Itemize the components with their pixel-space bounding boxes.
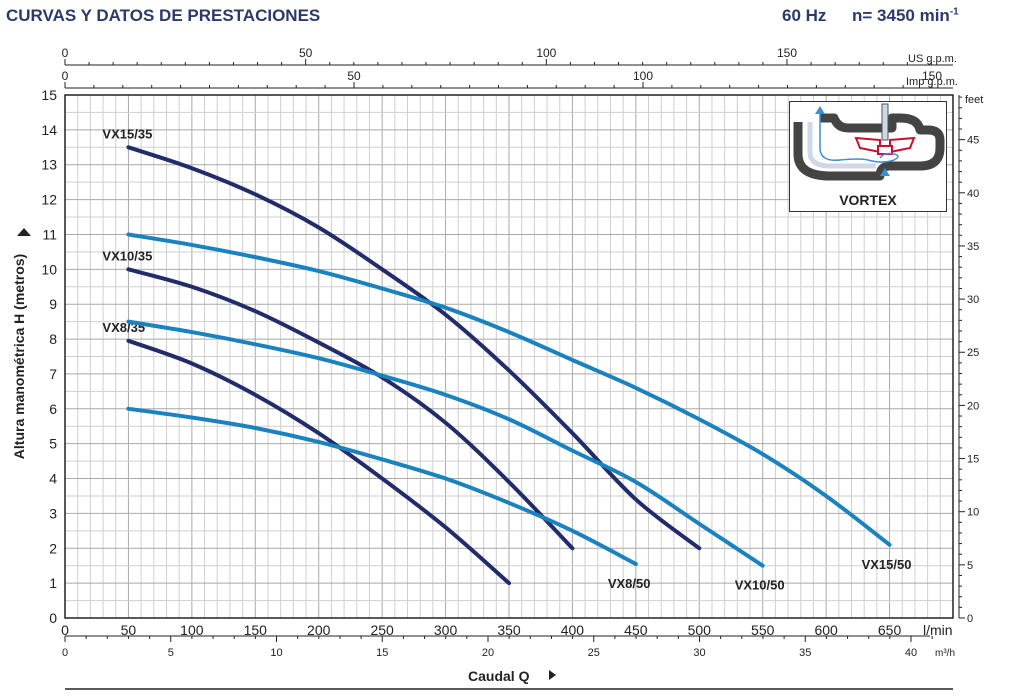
y-tick-label-feet: 40	[967, 188, 979, 200]
x-unit-usgpm: US g.p.m.	[908, 53, 957, 65]
y-tick-label-m: 0	[49, 610, 57, 626]
y-tick-label-feet: 45	[967, 135, 979, 147]
y-tick-label-m: 11	[42, 226, 57, 242]
x-tick-label-m3h: 35	[799, 647, 811, 659]
y-tick-label-feet: 0	[967, 613, 973, 625]
y-axis-arrow-icon	[17, 228, 31, 236]
x-tick-label-lmin: 650	[878, 622, 902, 638]
y-tick-label-feet: 20	[967, 400, 979, 412]
series-line-vx15-50	[126, 232, 892, 547]
x-tick-label-lmin: 400	[561, 622, 585, 638]
x-tick-label-lmin: 600	[814, 622, 838, 638]
x-tick-label-impgpm: 50	[347, 69, 361, 83]
series-label-vx10-50: VX10/50	[735, 578, 785, 593]
y-tick-label-m: 8	[49, 331, 57, 347]
x-tick-label-impgpm: 0	[62, 69, 69, 83]
y-axis-title: Altura manométrica H (metros)	[11, 254, 27, 459]
series-line-vx10-35	[126, 267, 575, 551]
speed-text: n= 3450 min	[852, 6, 950, 25]
series-line-vx10-50	[126, 319, 765, 568]
x-axis-title: Caudal Q	[468, 668, 530, 684]
page-title: CURVAS Y DATOS DE PRESTACIONES	[6, 6, 321, 25]
x-tick-label-lmin: 50	[121, 622, 137, 638]
x-unit-lmin: l/min	[923, 622, 953, 638]
x-tick-label-lmin: 150	[244, 622, 268, 638]
x-axis-arrow-icon	[549, 670, 556, 680]
x-tick-label-lmin: 450	[624, 622, 648, 638]
x-tick-label-m3h: 10	[270, 647, 282, 659]
vortex-label: VORTEX	[839, 192, 897, 208]
x-unit-m3h: m³/h	[935, 648, 955, 659]
x-tick-label-lmin: 550	[751, 622, 775, 638]
x-tick-label-lmin: 0	[61, 622, 69, 638]
x-tick-label-m3h: 0	[62, 647, 68, 659]
speed-exponent: -1	[949, 6, 959, 18]
y-tick-label-feet: 5	[967, 560, 973, 572]
series-line-vx15-35	[126, 145, 702, 551]
x-tick-label-m3h: 40	[905, 647, 917, 659]
vortex-impeller-icon	[793, 103, 945, 181]
x-tick-label-usgpm: 150	[777, 46, 797, 60]
x-tick-label-impgpm: 100	[633, 69, 653, 83]
y-tick-label-m: 12	[41, 192, 57, 208]
y-tick-label-m: 14	[41, 122, 57, 138]
x-tick-label-m3h: 25	[588, 647, 600, 659]
y-tick-label-feet: 35	[967, 241, 979, 253]
x-tick-label-m3h: 5	[168, 647, 174, 659]
x-tick-label-impgpm: 150	[922, 69, 942, 83]
y-tick-label-m: 2	[49, 540, 57, 556]
x-tick-label-usgpm: 50	[299, 46, 313, 60]
x-tick-label-lmin: 200	[307, 622, 331, 638]
series-label-vx15-35: VX15/35	[102, 126, 152, 141]
x-tick-label-usgpm: 100	[536, 46, 556, 60]
x-tick-label-lmin: 300	[434, 622, 458, 638]
x-unit-impgpm: Imp g.p.m.	[906, 76, 958, 88]
series-label-vx10-35: VX10/35	[102, 248, 152, 263]
y-tick-label-feet: 10	[967, 507, 979, 519]
y-tick-label-feet: 30	[967, 294, 979, 306]
series-line-vx8-35	[126, 338, 511, 586]
y-tick-label-feet: 15	[967, 454, 979, 466]
y-tick-label-m: 1	[49, 575, 57, 591]
y-tick-label-m: 7	[49, 366, 57, 382]
plot-frame	[64, 94, 954, 619]
x-tick-label-lmin: 350	[497, 622, 521, 638]
frequency-label: 60 Hz	[782, 6, 827, 25]
y-tick-label-m: 5	[49, 436, 57, 452]
y-tick-label-m: 4	[49, 471, 57, 487]
series-label-vx15-50: VX15/50	[862, 557, 912, 572]
x-tick-label-m3h: 30	[693, 647, 705, 659]
y-tick-label-feet: 25	[967, 347, 979, 359]
speed-label: n= 3450 min-1	[852, 6, 959, 26]
y-unit-feet: feet	[965, 94, 983, 106]
x-tick-label-lmin: 250	[370, 622, 394, 638]
y-tick-label-m: 6	[49, 401, 57, 417]
series-label-vx8-50: VX8/50	[608, 576, 651, 591]
x-tick-label-usgpm: 0	[62, 46, 69, 60]
y-tick-label-m: 10	[41, 261, 57, 277]
y-tick-label-m: 13	[41, 157, 57, 173]
x-tick-label-lmin: 500	[688, 622, 712, 638]
vortex-inset: VORTEX	[789, 101, 947, 212]
x-tick-label-lmin: 100	[180, 622, 204, 638]
y-tick-label-m: 3	[49, 505, 57, 521]
y-tick-label-m: 15	[41, 87, 57, 103]
series-line-vx8-50	[126, 406, 638, 566]
y-tick-label-m: 9	[49, 296, 57, 312]
x-tick-label-m3h: 20	[482, 647, 494, 659]
x-tick-label-m3h: 15	[376, 647, 388, 659]
